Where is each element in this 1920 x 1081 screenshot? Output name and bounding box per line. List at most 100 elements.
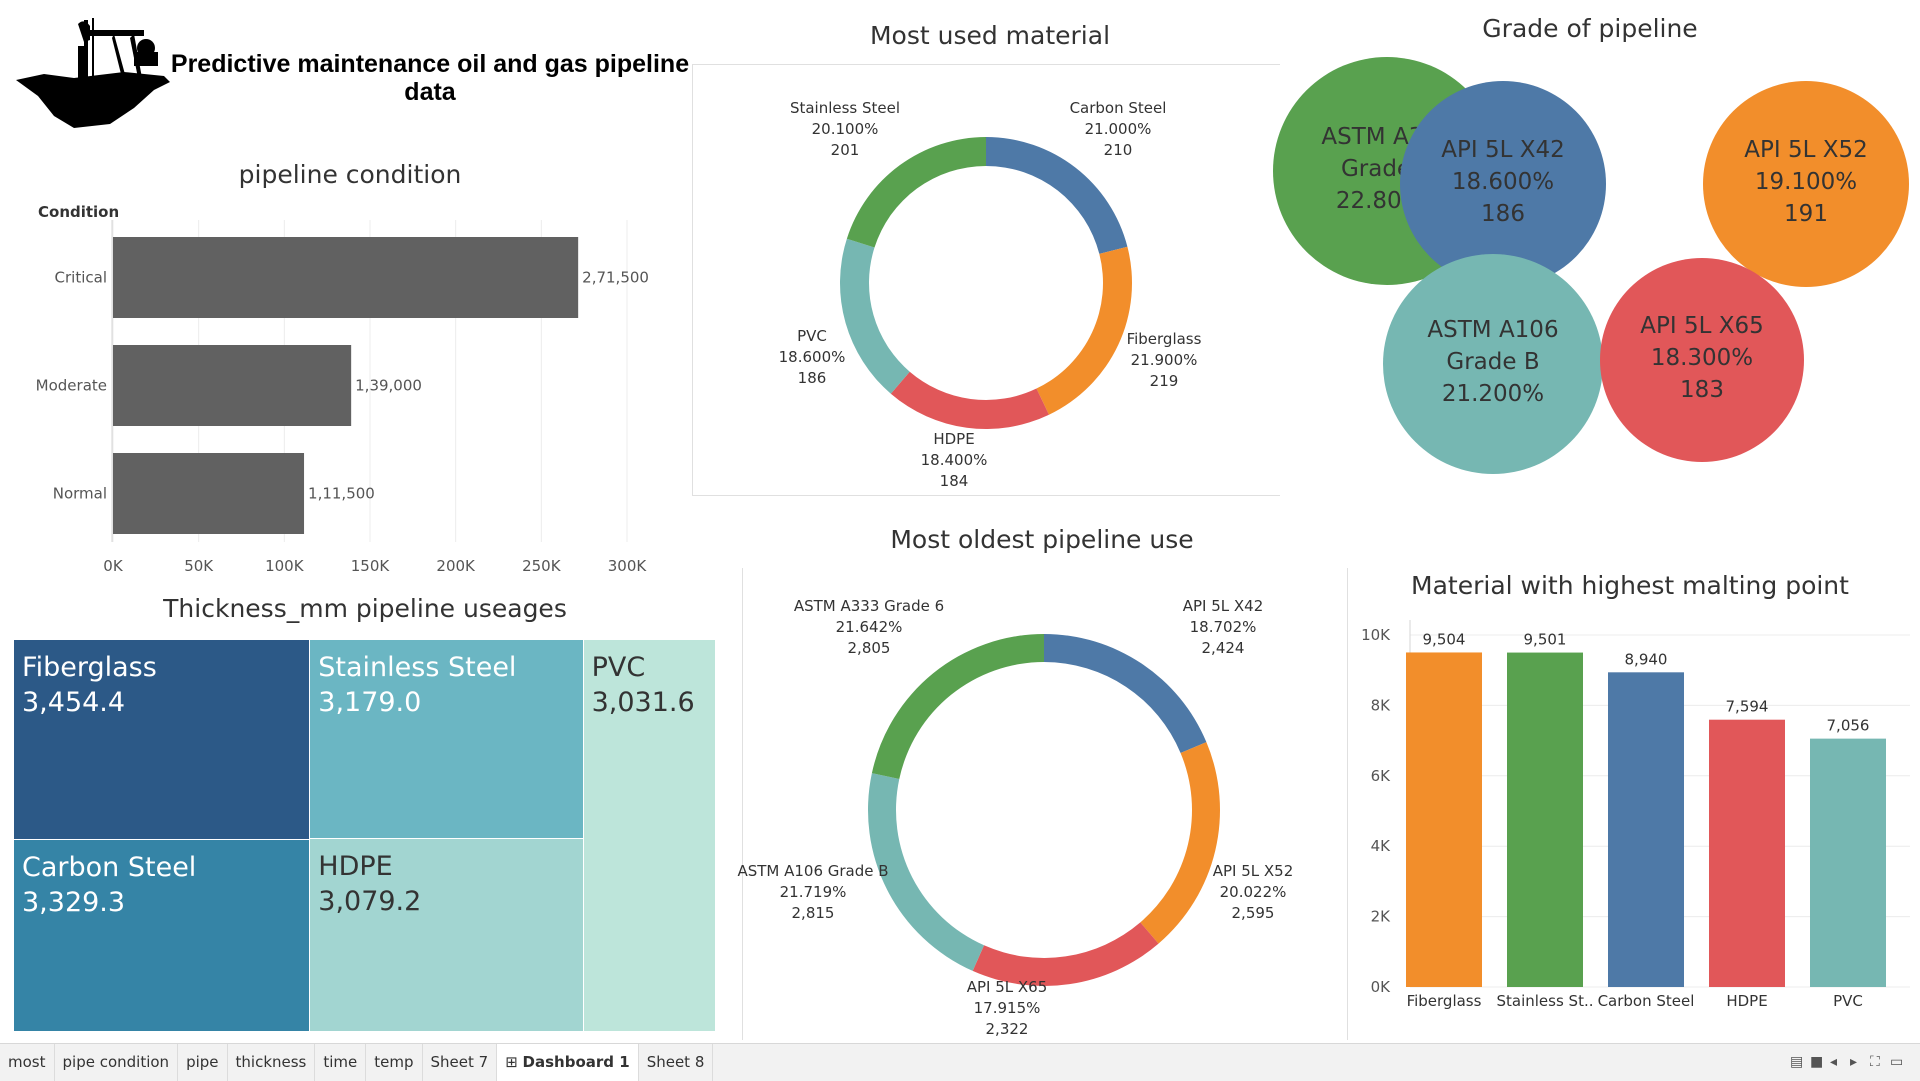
condition-category-label: Moderate xyxy=(36,377,107,395)
melting-category-label: HDPE xyxy=(1726,992,1767,1010)
melting-bar xyxy=(1406,652,1482,987)
oldest-name: API 5L X52 xyxy=(1212,862,1294,880)
sheet-tab-label: thickness xyxy=(235,1053,307,1071)
grade-bubble-line3: 191 xyxy=(1784,201,1828,227)
material-slice xyxy=(840,238,910,394)
melting-y-tick: 2K xyxy=(1371,908,1392,926)
oldest-slice xyxy=(972,922,1159,986)
grade-bubble-line1: API 5L X42 xyxy=(1441,137,1565,163)
melting-value-label: 8,940 xyxy=(1625,650,1668,668)
sheet-tab-label: Sheet 7 xyxy=(430,1053,489,1071)
condition-value-label: 1,11,500 xyxy=(308,485,375,503)
melting-bar xyxy=(1709,719,1785,987)
treemap-cell-name: Fiberglass xyxy=(22,652,157,683)
sheet-tab[interactable]: ⊞ Dashboard 1 xyxy=(497,1044,639,1081)
treemap-cell-value: 3,179.0 xyxy=(318,687,422,718)
condition-x-tick: 250K xyxy=(522,557,562,575)
oldest-pipeline-title: Most oldest pipeline use xyxy=(890,525,1194,554)
dashboard-title: Predictive maintenance oil and gas pipel… xyxy=(170,50,690,106)
oldest-count: 2,322 xyxy=(985,1020,1029,1038)
condition-bar xyxy=(113,237,579,318)
melting-category-label: Fiberglass xyxy=(1407,992,1482,1010)
treemap-cell-value: 3,031.6 xyxy=(591,687,695,718)
oldest-slice xyxy=(1044,634,1207,753)
treemap-cell-value: 3,454.4 xyxy=(22,687,126,718)
treemap-cell-name: Stainless Steel xyxy=(318,652,517,683)
material-slice-label: Stainless Steel 20.100% 201 xyxy=(765,98,925,161)
melting-point-title: Material with highest malting point xyxy=(1411,571,1849,600)
condition-value-label: 2,71,500 xyxy=(582,269,649,287)
oldest-name: API 5L X65 xyxy=(966,978,1048,996)
oldest-slice xyxy=(1140,742,1220,944)
grid-view-icon[interactable]: ▤ xyxy=(1790,1054,1804,1070)
sheet-tab-label: pipe condition xyxy=(62,1053,170,1071)
grade-bubble xyxy=(1600,258,1804,462)
oldest-slice xyxy=(871,634,1044,780)
condition-x-tick: 0K xyxy=(103,557,124,575)
melting-value-label: 9,504 xyxy=(1423,630,1466,648)
grade-bubble-label: API 5L X42 18.600% 186 xyxy=(1400,134,1606,230)
material-name: Stainless Steel xyxy=(789,99,901,117)
sheet-tab[interactable]: most xyxy=(0,1044,55,1081)
next-icon[interactable]: ▸ xyxy=(1850,1054,1858,1070)
melting-category-label: Stainless St.. xyxy=(1496,992,1593,1010)
condition-axis-title: Condition xyxy=(38,203,120,221)
material-count: 184 xyxy=(939,472,969,490)
melting-category-label: Carbon Steel xyxy=(1598,992,1695,1010)
oldest-slice-label: ASTM A333 Grade 6 21.642% 2,805 xyxy=(769,596,969,659)
oldest-percent: 20.022% xyxy=(1219,883,1287,901)
oldest-slice-label: API 5L X52 20.022% 2,595 xyxy=(1153,861,1353,924)
pipeline-condition-chart: Critical 2,71,500 Moderate 1,39,000 Normal 1,… xyxy=(36,220,649,575)
melting-y-tick: 8K xyxy=(1371,696,1392,714)
melting-y-tick: 4K xyxy=(1371,837,1392,855)
condition-category-label: Normal xyxy=(53,485,107,503)
divider-left xyxy=(742,568,743,1040)
condition-bar xyxy=(113,453,305,534)
sheet-tab-label: most xyxy=(8,1053,46,1071)
treemap-cell-name: HDPE xyxy=(318,851,393,883)
dashboard-title-line1: Predictive maintenance oil and gas pipel… xyxy=(170,50,690,78)
sheet-tab[interactable]: pipe xyxy=(178,1044,228,1081)
sheet-tab[interactable]: Sheet 7 xyxy=(423,1044,498,1081)
sheet-tab[interactable]: temp xyxy=(366,1044,423,1081)
material-slice xyxy=(846,137,986,248)
sheet-tab-label: temp xyxy=(374,1053,414,1071)
melting-y-tick: 10K xyxy=(1361,626,1391,644)
treemap-cell-value: 3,079.2 xyxy=(318,886,422,918)
material-percent: 21.900% xyxy=(1130,351,1198,369)
sheet-tab[interactable]: Sheet 8 xyxy=(639,1044,714,1081)
grade-bubble-line1: API 5L X52 xyxy=(1744,137,1868,163)
melting-bar xyxy=(1810,738,1886,987)
sheet-tab[interactable]: time xyxy=(315,1044,367,1081)
condition-x-tick: 150K xyxy=(351,557,391,575)
pumpjack-logo xyxy=(14,12,174,130)
presentation-icon[interactable]: ▭ xyxy=(1890,1054,1904,1070)
sheet-tab[interactable]: thickness xyxy=(228,1044,316,1081)
oldest-percent: 18.702% xyxy=(1189,618,1257,636)
filmstrip-icon[interactable]: ■ xyxy=(1810,1054,1824,1070)
oldest-count: 2,424 xyxy=(1201,639,1245,657)
material-slice-label: Fiberglass 21.900% 219 xyxy=(1084,329,1244,392)
most-used-material-title: Most used material xyxy=(869,21,1111,50)
melting-y-tick: 6K xyxy=(1371,767,1392,785)
grade-bubble xyxy=(1703,81,1909,287)
material-slice-label: HDPE 18.400% 184 xyxy=(874,429,1034,492)
dashboard-grid-icon: ⊞ xyxy=(505,1053,523,1071)
grade-bubble-line3: 183 xyxy=(1680,377,1724,403)
condition-value-label: 1,39,000 xyxy=(355,377,422,395)
oldest-name: ASTM A333 Grade 6 xyxy=(793,597,945,615)
condition-category-label: Critical xyxy=(55,269,107,287)
melting-point-chart: 10K 8K 6K 4K 2K 0K 9,504 Fiberglass 9,501 Stainle… xyxy=(1361,620,1910,1010)
treemap-cell: Carbon Steel 3,329.3 xyxy=(14,839,311,1032)
sheet-tab-bar: most pipe condition pipe thickness time temp S… xyxy=(0,1043,1920,1081)
material-percent: 21.000% xyxy=(1084,120,1152,138)
sheet-tab[interactable]: pipe condition xyxy=(55,1044,179,1081)
thickness-title: Thickness_mm pipeline useages xyxy=(163,594,567,623)
fit-icon[interactable]: ⛶ xyxy=(1870,1054,1880,1070)
grade-bubble-line3: 21.200% xyxy=(1441,381,1545,407)
melting-bar xyxy=(1608,672,1684,987)
previous-icon[interactable]: ◂ xyxy=(1830,1054,1838,1070)
treemap-cell-name: Carbon Steel xyxy=(22,851,197,883)
oldest-pipeline-donut xyxy=(868,634,1220,986)
sheet-tab-label: Dashboard 1 xyxy=(522,1053,630,1071)
